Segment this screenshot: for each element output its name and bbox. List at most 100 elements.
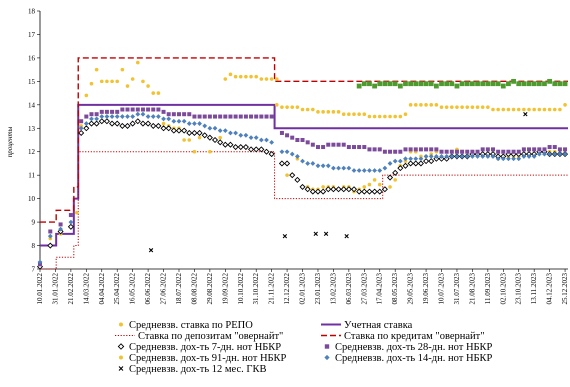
data-point	[254, 114, 259, 119]
data-point	[316, 110, 320, 114]
data-point	[403, 147, 408, 152]
data-point	[506, 149, 511, 154]
data-point	[511, 78, 516, 84]
data-point	[305, 140, 310, 145]
data-point	[433, 83, 439, 89]
data-point	[161, 116, 166, 122]
data-point	[552, 81, 558, 87]
data-point	[323, 231, 329, 237]
data-point	[238, 114, 243, 119]
data-point	[88, 120, 95, 127]
x-tick-label: 31.07.2023	[453, 273, 461, 305]
data-point	[295, 138, 300, 142]
data-point	[232, 143, 239, 151]
data-point	[434, 103, 439, 107]
x-tick-label: 08.05.2023	[391, 273, 399, 305]
data-point	[495, 156, 501, 162]
data-point	[269, 77, 274, 81]
data-point	[366, 188, 373, 195]
data-point	[78, 129, 85, 137]
data-point	[145, 120, 152, 127]
x-tick-label: 27.06.2022	[160, 273, 168, 305]
data-point	[485, 154, 491, 159]
data-point	[356, 83, 362, 89]
data-point	[305, 107, 310, 112]
series-notes-28d	[38, 107, 568, 267]
data-point	[536, 151, 542, 157]
x-tick-label: 29.05.2023	[407, 273, 415, 305]
data-point	[74, 210, 79, 215]
data-point	[264, 114, 269, 119]
data-point	[161, 109, 166, 114]
data-point	[377, 182, 382, 187]
data-point	[259, 77, 264, 81]
data-point	[238, 132, 244, 138]
data-point	[408, 81, 414, 87]
data-point	[511, 149, 516, 154]
data-point	[449, 81, 455, 87]
data-point	[99, 114, 105, 119]
data-point	[264, 77, 269, 81]
data-point	[223, 77, 228, 81]
data-point	[125, 107, 130, 112]
data-point	[313, 231, 318, 237]
data-point	[522, 107, 526, 112]
data-point	[516, 149, 521, 154]
data-point	[417, 160, 424, 167]
data-point	[392, 158, 398, 164]
data-point	[552, 107, 557, 112]
data-point	[371, 188, 378, 195]
data-point	[130, 114, 136, 119]
data-point	[325, 186, 332, 193]
data-point	[475, 154, 480, 159]
data-point	[381, 186, 388, 193]
data-point	[156, 91, 161, 95]
data-point	[170, 127, 177, 134]
data-point	[459, 154, 465, 159]
data-point	[563, 147, 568, 152]
data-point	[125, 84, 130, 88]
axes: 7 8 9 10 11 12 13 14 15 16 17 18 10.01.2022 31.01.202…	[28, 8, 569, 305]
data-point	[423, 81, 429, 87]
data-point	[412, 160, 419, 167]
data-point	[428, 154, 434, 159]
data-point	[135, 107, 140, 112]
data-point	[207, 125, 213, 131]
data-point	[67, 223, 74, 230]
data-point	[372, 147, 377, 152]
data-point	[233, 114, 238, 119]
legend-label: Учетная ставка	[344, 320, 413, 331]
data-point	[382, 165, 388, 171]
legend-swatch	[117, 343, 125, 350]
legend-item-gkv-12m: Средневзв. дох-ть 12 мес. ГКВ	[118, 364, 266, 375]
data-point	[79, 119, 84, 124]
data-point	[115, 79, 120, 84]
data-point	[372, 83, 377, 89]
data-point	[387, 81, 393, 87]
data-point	[408, 156, 414, 162]
data-point	[120, 67, 125, 72]
data-point	[563, 103, 567, 107]
legend-item-discount-rate: Учетная ставка	[321, 320, 413, 331]
data-point	[346, 165, 352, 171]
data-point	[211, 136, 219, 144]
data-point	[527, 107, 531, 112]
data-point	[83, 121, 89, 126]
data-point	[134, 118, 141, 125]
series-line-discount-rate	[40, 103, 568, 247]
data-point	[151, 91, 156, 95]
data-point	[140, 107, 145, 112]
data-point	[542, 107, 547, 112]
data-point	[166, 112, 171, 117]
x-tick-label: 19.09.2022	[221, 273, 229, 305]
data-point	[182, 112, 187, 117]
data-point	[372, 114, 377, 119]
data-point	[377, 114, 382, 119]
data-point	[506, 156, 511, 162]
data-point	[344, 233, 349, 239]
data-point	[47, 242, 54, 249]
data-point	[444, 105, 449, 109]
data-point	[444, 149, 449, 154]
legend-label: Средневзв. дох-ть 12 мес. ГКВ	[129, 364, 266, 375]
x-tick-label: 13.11.2023	[530, 273, 538, 305]
